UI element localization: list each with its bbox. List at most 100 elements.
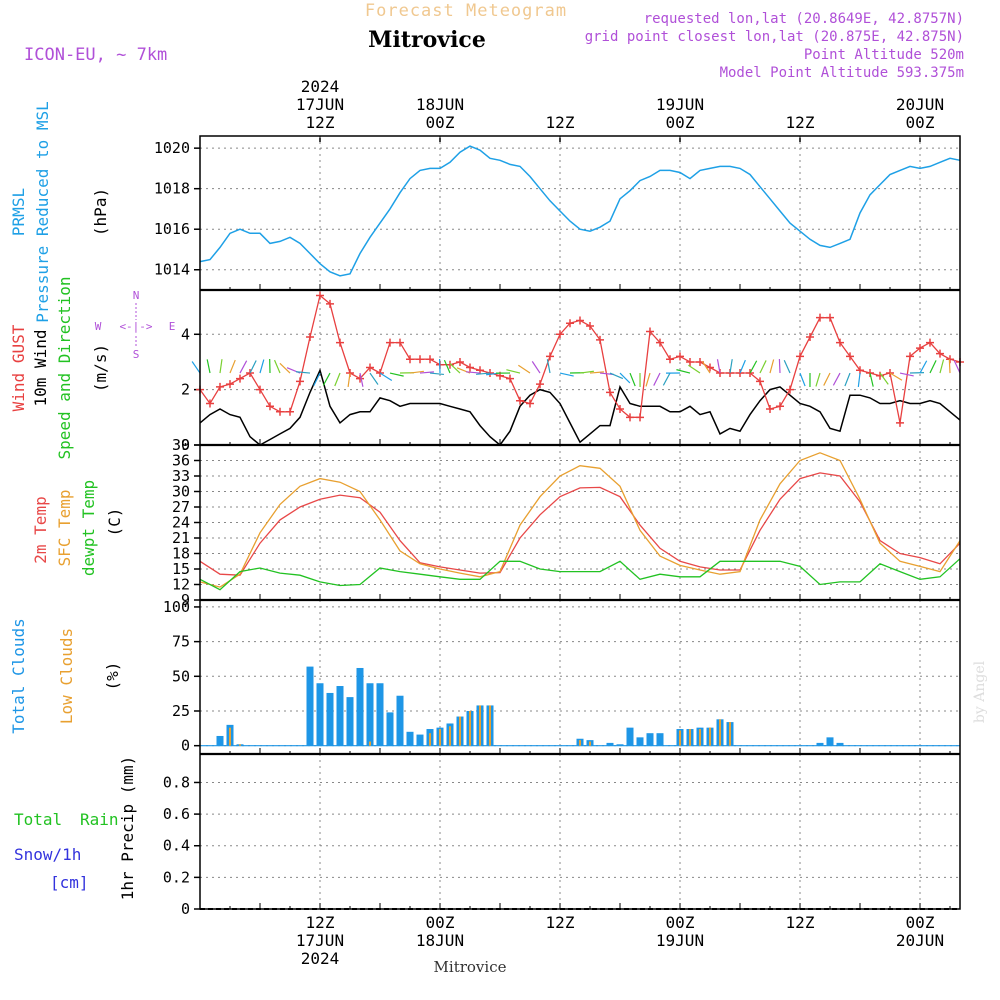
bottom-time-label: 12Z (786, 913, 815, 932)
wind-arrow-icon (273, 359, 281, 374)
clouds-total-label: Total Clouds (9, 618, 28, 734)
wind-arrow-icon (953, 360, 961, 374)
wind-arrow-icon (688, 364, 701, 374)
wind-arrow-icon (443, 359, 451, 374)
y-tick-label: 0.6 (163, 805, 190, 823)
cloud-bar-total (656, 733, 664, 746)
gust-marker (536, 380, 544, 389)
gust-marker (246, 369, 254, 378)
wind-gust-label: Wind GUST (9, 324, 28, 411)
wind-arrow-icon (296, 371, 311, 374)
wind-arrow-icon (629, 372, 636, 387)
wind-arrow-icon (799, 372, 806, 387)
gust-marker (586, 321, 594, 330)
gust-marker (566, 319, 574, 328)
gust-marker (706, 363, 714, 372)
cloud-bar-total (816, 742, 824, 746)
cloud-bar-total (646, 733, 654, 746)
cloud-bar-low (439, 729, 441, 746)
top-time-label: 18JUN (416, 95, 464, 114)
wind-arrow-icon (645, 372, 651, 387)
rain-total-label: Total (14, 810, 62, 829)
wind-arrow-icon (419, 371, 435, 374)
gust-marker (926, 338, 934, 347)
gust-marker (876, 371, 884, 380)
wind-arrow-icon (869, 372, 874, 387)
gust-marker (656, 338, 664, 347)
gust-marker (896, 418, 904, 427)
wind-arrow-icon (653, 372, 661, 386)
cloud-bar-low (589, 741, 591, 746)
top-time-label: 19JUN (656, 95, 704, 114)
gust-marker (386, 338, 394, 347)
gust-marker (836, 338, 844, 347)
bottom-time-label: 17JUN (296, 931, 344, 950)
wind-arrow-icon (769, 359, 775, 374)
gust-marker (226, 380, 234, 389)
gust-marker (816, 313, 824, 322)
top-time-label: 12Z (306, 113, 335, 132)
wind-10m-label: 10m Wind (31, 329, 50, 406)
gust-marker (206, 399, 214, 408)
y-tick-label: 4 (181, 325, 190, 343)
wind-arrow-icon (815, 372, 821, 387)
cloud-bar-total (826, 737, 834, 746)
wind-arrow-icon (662, 372, 671, 386)
y-tick-label: 12 (172, 576, 190, 594)
wind-arrow-icon (778, 359, 781, 374)
svg-text:N: N (133, 289, 140, 302)
wind-arrow-icon (739, 359, 746, 374)
wind-arrow-icon (579, 370, 594, 374)
gust-marker (526, 399, 534, 408)
pressure-unit-label: (hPa) (91, 188, 110, 236)
cloud-bar-total (336, 686, 344, 746)
gust-marker (546, 352, 554, 361)
wind-arrow-icon (531, 361, 541, 374)
top-time-label: 20JUN (896, 95, 944, 114)
gust-marker (396, 338, 404, 347)
cloud-bar-low (479, 705, 481, 746)
wind-arrow-icon (259, 359, 265, 374)
y-tick-label: 1018 (154, 180, 190, 198)
gust-marker (306, 333, 314, 342)
clouds-panel: 0 25 50 75 100 (163, 598, 960, 755)
gust-marker (406, 355, 414, 364)
wind-arrow-icon (899, 372, 914, 377)
gust-marker (366, 363, 374, 372)
bottom-time-label: 00Z (906, 913, 935, 932)
gust-marker (776, 402, 784, 411)
wind-arrow-icon (359, 372, 364, 387)
gust-marker (666, 355, 674, 364)
bottom-time-label: 20JUN (896, 931, 944, 950)
y-tick-label: 1020 (154, 139, 190, 157)
cloud-bar-total (616, 744, 624, 746)
y-tick-label: 1016 (154, 220, 190, 238)
wind-arrow-icon (409, 370, 424, 374)
gust-marker (316, 291, 324, 300)
y-tick-label: 33 (172, 467, 190, 485)
cloud-bar-total (406, 731, 414, 746)
cloud-bar-low (729, 722, 731, 746)
y-tick-label: 0 (181, 737, 190, 755)
wind-arrow-icon (749, 360, 758, 374)
sfc-line (199, 452, 961, 588)
gust-marker (856, 366, 864, 375)
gust-marker (576, 316, 584, 325)
bottom-time-label: 2024 (301, 949, 340, 968)
pressure-panel: 1014 1016 1018 1020 (154, 136, 961, 290)
top-time-label: 2024 (301, 77, 340, 96)
wind-arrow-icon (857, 372, 861, 388)
gust-marker (466, 363, 474, 372)
cloud-bar-low (469, 710, 471, 746)
y-tick-label: 0 (181, 436, 190, 454)
cloud-bar-low (579, 740, 581, 746)
gust-marker (326, 299, 334, 308)
wind-arrow-icon (619, 372, 631, 384)
wind-arrow-icon (948, 359, 951, 374)
gust-line (199, 294, 961, 424)
gust-marker (676, 352, 684, 361)
cloud-bar-total (626, 727, 634, 746)
grid-point-coords: grid point closest lon,lat (20.875E, 42.… (585, 29, 964, 45)
snow-label: Snow/1h (14, 845, 81, 864)
